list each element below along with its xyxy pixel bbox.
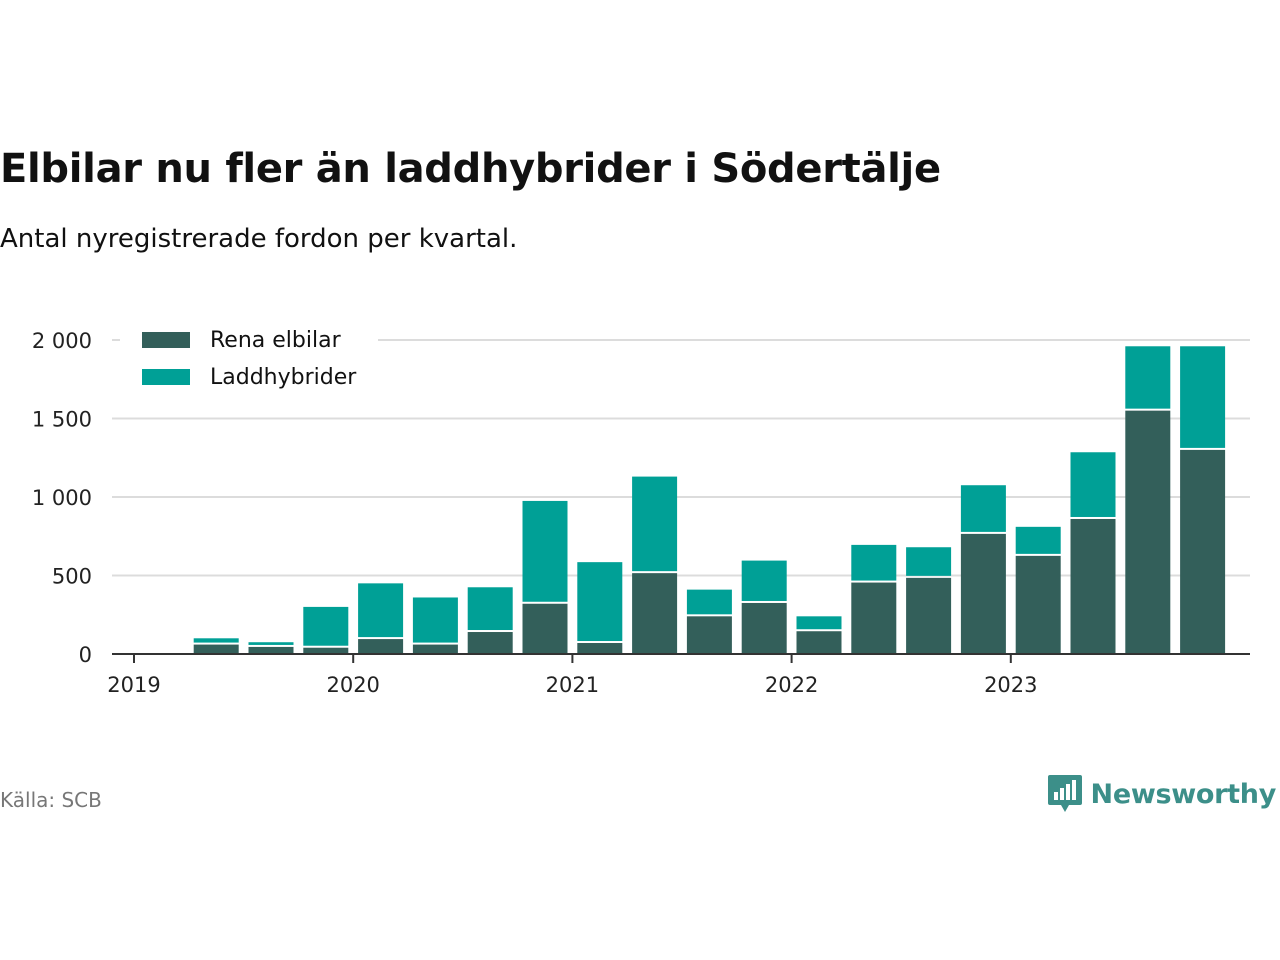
- bar-laddhybrider: [632, 476, 678, 572]
- bar-rena-elbilar: [851, 582, 897, 654]
- bar-rena-elbilar: [1180, 449, 1226, 654]
- brand-name: Newsworthy: [1090, 778, 1277, 810]
- bar-laddhybrider: [467, 587, 513, 631]
- axes: 0 500 1 000 1 500 2 000 2019 2020 2021 2022 2023: [32, 329, 1250, 697]
- x-tick-label: 2023: [984, 673, 1037, 697]
- bars: [138, 346, 1226, 654]
- bar-rena-elbilar: [1070, 518, 1116, 654]
- bar-rena-elbilar: [358, 639, 404, 654]
- bar-rena-elbilar: [467, 632, 513, 654]
- y-tick-label: 1 500: [32, 408, 92, 432]
- bar-rena-elbilar: [412, 644, 458, 654]
- newsworthy-logo-icon: [1047, 775, 1082, 812]
- bar-rena-elbilar: [577, 643, 623, 654]
- bar-laddhybrider: [577, 562, 623, 642]
- bar-rena-elbilar: [686, 616, 732, 654]
- chart-title: Elbilar nu fler än laddhybrider i Södert…: [0, 146, 941, 192]
- legend: Rena elbilar Laddhybrider: [120, 320, 378, 402]
- bar-laddhybrider: [1070, 452, 1116, 517]
- bar-laddhybrider: [686, 589, 732, 615]
- bar-laddhybrider: [1180, 346, 1226, 448]
- legend-item-rena-elbilar-swatch: [142, 332, 190, 348]
- bar-laddhybrider: [412, 597, 458, 643]
- bar-laddhybrider: [906, 547, 952, 576]
- brand-logo: Newsworthy: [1047, 774, 1276, 814]
- bar-rena-elbilar: [741, 602, 787, 654]
- y-tick-label: 2 000: [32, 329, 92, 353]
- bar-laddhybrider: [851, 544, 897, 581]
- y-tick-label: 1 000: [32, 486, 92, 510]
- bar-laddhybrider: [248, 642, 294, 645]
- legend-item-rena-elbilar-label: Rena elbilar: [210, 328, 342, 353]
- bar-rena-elbilar: [303, 647, 349, 654]
- bar-rena-elbilar: [632, 573, 678, 654]
- bar-rena-elbilar: [193, 644, 239, 654]
- bar-laddhybrider: [193, 638, 239, 643]
- y-tick-label: 0: [79, 643, 92, 667]
- bar-rena-elbilar: [906, 577, 952, 654]
- legend-item-laddhybrider-label: Laddhybrider: [210, 365, 357, 390]
- bar-laddhybrider: [960, 485, 1006, 532]
- bar-laddhybrider: [796, 616, 842, 630]
- x-tick-label: 2022: [765, 673, 818, 697]
- y-tick-label: 500: [52, 565, 92, 589]
- bar-rena-elbilar: [1015, 555, 1061, 654]
- bar-rena-elbilar: [796, 631, 842, 654]
- legend-item-laddhybrider-swatch: [142, 369, 190, 385]
- bar-laddhybrider: [358, 583, 404, 638]
- source-note: Källa: SCB: [0, 788, 102, 812]
- bar-laddhybrider: [741, 560, 787, 601]
- bar-rena-elbilar: [522, 603, 568, 654]
- bar-laddhybrider: [1125, 346, 1171, 409]
- bar-laddhybrider: [303, 606, 349, 646]
- chart-subtitle: Antal nyregistrerade fordon per kvartal.: [0, 224, 518, 254]
- bar-laddhybrider: [522, 500, 568, 602]
- bar-rena-elbilar: [248, 646, 294, 654]
- bar-rena-elbilar: [960, 533, 1006, 654]
- x-tick-label: 2019: [107, 673, 160, 697]
- bar-rena-elbilar: [1125, 410, 1171, 654]
- x-tick-label: 2020: [326, 673, 379, 697]
- bar-laddhybrider: [1015, 526, 1061, 554]
- x-tick-label: 2021: [546, 673, 599, 697]
